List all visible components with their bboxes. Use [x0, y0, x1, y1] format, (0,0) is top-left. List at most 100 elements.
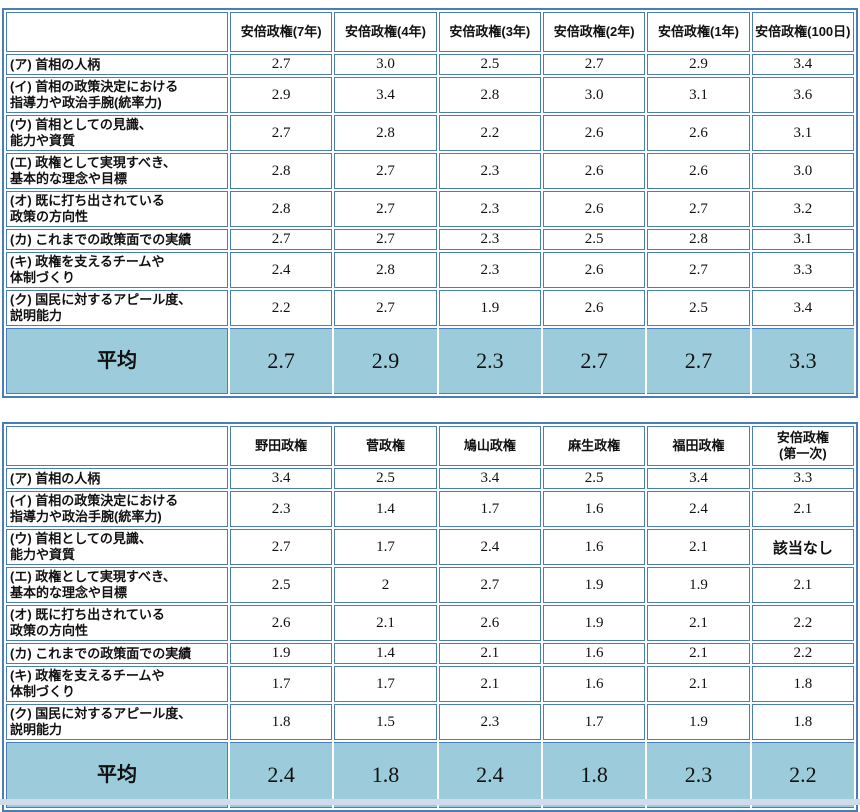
value-cell: 1.5 — [334, 704, 437, 740]
value-cell: 2.7 — [230, 54, 333, 75]
value-cell: 2.8 — [230, 153, 333, 189]
value-cell: 3.4 — [230, 468, 333, 489]
value-cell: 2.1 — [751, 491, 854, 527]
column-header: 福田政権 — [647, 426, 750, 466]
value-cell: 2.1 — [647, 529, 750, 565]
value-cell: 2.8 — [438, 77, 541, 113]
value-cell: 3.4 — [334, 77, 437, 113]
value-cell: 2.7 — [647, 191, 750, 227]
value-cell: 2.7 — [647, 252, 750, 288]
value-cell: 3.0 — [751, 153, 854, 189]
value-cell: 2.6 — [542, 115, 646, 151]
value-cell: 2.4 — [438, 529, 541, 565]
average-value-cell: 2.9 — [334, 328, 437, 394]
value-cell: 2.7 — [542, 54, 646, 75]
value-cell: 2.5 — [438, 54, 541, 75]
table-row: (キ) 政権を支えるチームや 体制づくり 2.4 2.8 2.3 2.6 2.7 3.3 — [6, 252, 854, 288]
value-cell: 3.1 — [751, 115, 854, 151]
row-label: (イ) 首相の政策決定における 指導力や政治手腕(統率力) — [6, 77, 228, 113]
table-row: (オ) 既に打ち出されている 政策の方向性 2.6 2.1 2.6 1.9 2.1 2.2 — [6, 605, 854, 641]
table-row: (エ) 政権として実現すべき、 基本的な理念や目標 2.8 2.7 2.3 2.6 2.6… — [6, 153, 854, 189]
table-row: (イ) 首相の政策決定における 指導力や政治手腕(統率力) 2.3 1.4 1.7 1.… — [6, 491, 854, 527]
value-cell: 2.8 — [334, 252, 437, 288]
average-value-cell: 2.7 — [542, 328, 646, 394]
evaluation-table-past-administrations: 野田政権 菅政権 鳩山政権 麻生政権 福田政権 安倍政権 (第一次) (ア) 首相の人柄 3.… — [2, 422, 858, 812]
column-header: 麻生政権 — [542, 426, 646, 466]
value-cell: 2.8 — [647, 229, 750, 250]
row-label: (キ) 政権を支えるチームや 体制づくり — [6, 252, 228, 288]
value-cell: 3.6 — [751, 77, 854, 113]
table-row: (カ) これまでの政策面での実績 1.9 1.4 2.1 1.6 2.1 2.2 — [6, 643, 854, 664]
value-cell: 3.4 — [751, 290, 854, 326]
value-cell: 2.5 — [542, 229, 646, 250]
table-row: (ウ) 首相としての見識、 能力や資質 2.7 1.7 2.4 1.6 2.1 該当なし — [6, 529, 854, 565]
corner-cell — [6, 12, 228, 52]
value-cell: 2.3 — [438, 252, 541, 288]
value-cell: 1.6 — [542, 643, 646, 664]
value-cell: 1.7 — [334, 529, 437, 565]
value-cell: 2.8 — [334, 115, 437, 151]
value-cell: 1.7 — [542, 704, 646, 740]
value-cell: 1.8 — [230, 704, 333, 740]
average-value-cell: 1.8 — [542, 742, 646, 808]
row-label: (ク) 国民に対するアピール度、 説明能力 — [6, 290, 228, 326]
value-cell: 2.6 — [542, 252, 646, 288]
value-cell: 2.6 — [542, 153, 646, 189]
value-cell: 3.4 — [438, 468, 541, 489]
value-cell: 2.9 — [647, 54, 750, 75]
value-cell: 1.6 — [542, 529, 646, 565]
value-cell: 3.3 — [751, 252, 854, 288]
value-cell: 2.4 — [230, 252, 333, 288]
average-value-cell: 2.4 — [230, 742, 333, 808]
value-cell: 2.6 — [438, 605, 541, 641]
value-cell: 1.9 — [647, 704, 750, 740]
average-value-cell: 3.3 — [751, 328, 854, 394]
value-cell: 2.6 — [230, 605, 333, 641]
value-cell: 2.5 — [542, 468, 646, 489]
value-cell: 2.5 — [334, 468, 437, 489]
value-cell: 2.2 — [438, 115, 541, 151]
value-cell: 2.2 — [751, 605, 854, 641]
table-row: (ア) 首相の人柄 3.4 2.5 3.4 2.5 3.4 3.3 — [6, 468, 854, 489]
column-header: 菅政権 — [334, 426, 437, 466]
value-cell: 2.1 — [647, 605, 750, 641]
row-label: (ク) 国民に対するアピール度、 説明能力 — [6, 704, 228, 740]
value-cell: 2.7 — [334, 191, 437, 227]
value-cell: 3.4 — [647, 468, 750, 489]
value-cell: 2.1 — [647, 666, 750, 702]
value-cell: 3.0 — [542, 77, 646, 113]
row-label: (カ) これまでの政策面での実績 — [6, 229, 228, 250]
value-cell: 1.7 — [438, 491, 541, 527]
value-cell: 2.3 — [438, 191, 541, 227]
column-header: 安倍政権(2年) — [542, 12, 646, 52]
value-cell: 2.6 — [647, 115, 750, 151]
column-header: 鳩山政権 — [438, 426, 541, 466]
row-label: (ア) 首相の人柄 — [6, 54, 228, 75]
value-cell: 2.1 — [334, 605, 437, 641]
value-cell: 2.7 — [230, 529, 333, 565]
value-cell: 2.7 — [334, 290, 437, 326]
value-cell: 2.6 — [542, 191, 646, 227]
value-cell: 1.4 — [334, 643, 437, 664]
evaluation-table-abe-terms: 安倍政権(7年) 安倍政権(4年) 安倍政権(3年) 安倍政権(2年) 安倍政権(1年)… — [2, 8, 858, 398]
value-cell: 2.7 — [230, 229, 333, 250]
value-cell: 2 — [334, 567, 437, 603]
evaluation-tables: 安倍政権(7年) 安倍政権(4年) 安倍政権(3年) 安倍政権(2年) 安倍政権(1年)… — [2, 8, 858, 812]
value-cell: 2.3 — [438, 229, 541, 250]
value-cell: 2.2 — [751, 643, 854, 664]
value-cell: 3.3 — [751, 468, 854, 489]
row-label: (オ) 既に打ち出されている 政策の方向性 — [6, 605, 228, 641]
value-cell: 1.9 — [647, 567, 750, 603]
column-header: 安倍政権(1年) — [647, 12, 750, 52]
column-header: 安倍政権(3年) — [438, 12, 541, 52]
value-cell: 2.1 — [647, 643, 750, 664]
value-cell: 2.6 — [647, 153, 750, 189]
value-cell: 2.4 — [647, 491, 750, 527]
value-cell: 3.1 — [751, 229, 854, 250]
value-cell: 2.7 — [334, 229, 437, 250]
value-cell: 1.7 — [230, 666, 333, 702]
average-value-cell: 2.7 — [647, 328, 750, 394]
value-cell: 1.9 — [542, 567, 646, 603]
average-value-cell: 2.3 — [438, 328, 541, 394]
average-value-cell: 2.7 — [230, 328, 333, 394]
